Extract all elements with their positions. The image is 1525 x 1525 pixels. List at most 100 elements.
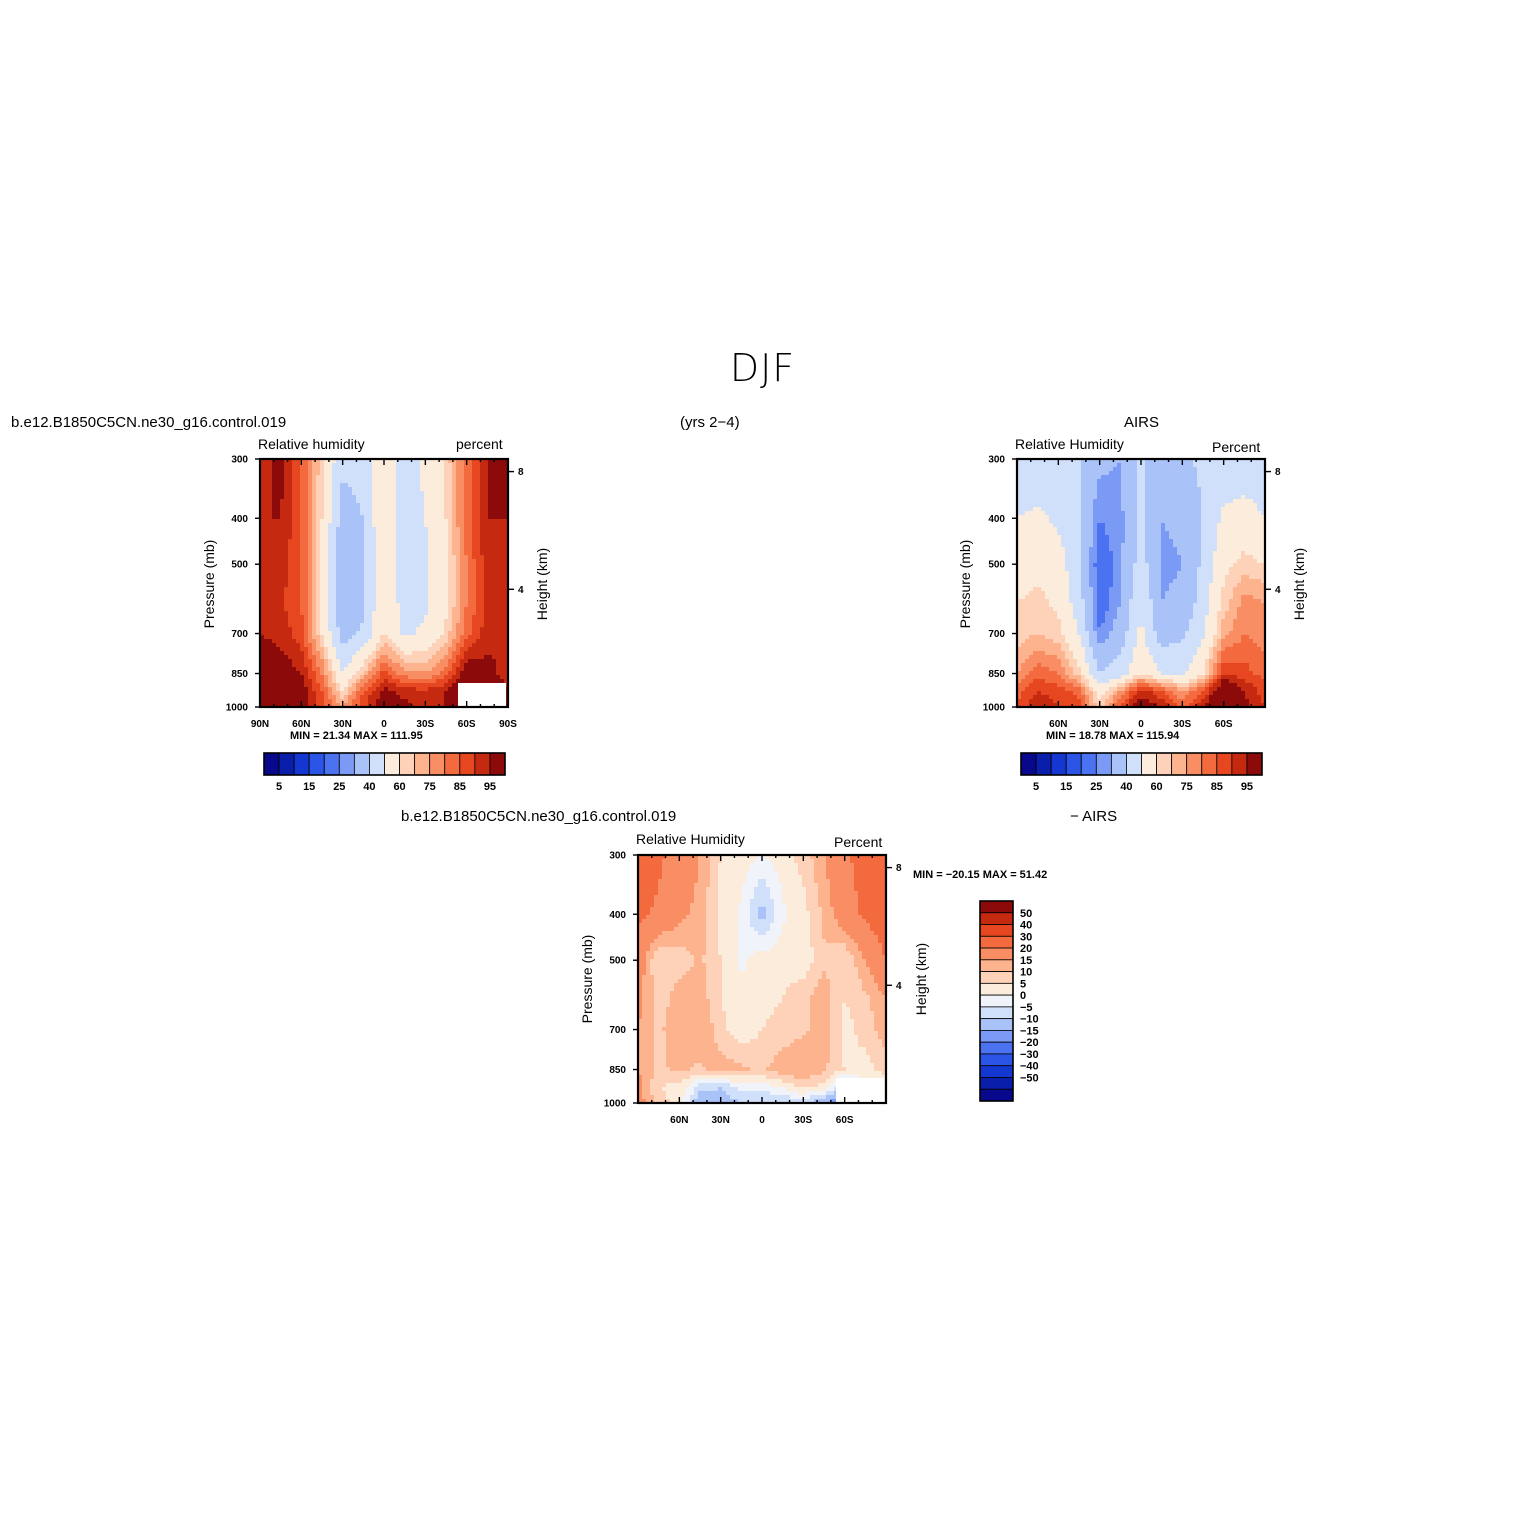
model-contour-cell [324, 623, 329, 628]
obs-contour-cell [1141, 483, 1146, 488]
model-contour-cell [408, 639, 413, 644]
model-contour-cell [264, 483, 269, 488]
model-contour-cell [300, 479, 305, 484]
model-contour-cell [364, 663, 369, 668]
model-contour-cell [352, 551, 357, 556]
model-contour-cell [448, 675, 453, 680]
model-contour-cell [388, 471, 393, 476]
obs-contour-cell [1037, 467, 1042, 472]
model-contour-cell [452, 515, 457, 520]
model-contour-cell [332, 475, 337, 480]
obs-contour-cell [1097, 483, 1102, 488]
obs-contour-cell [1029, 495, 1034, 500]
model-contour-cell [328, 651, 333, 656]
model-contour-cell [300, 563, 305, 568]
model-contour-cell [268, 467, 273, 472]
obs-contour-cell [1209, 515, 1214, 520]
obs-contour-cell [1049, 471, 1054, 476]
model-contour-cell [380, 627, 385, 632]
model-contour-cell [260, 595, 265, 600]
model-contour-cell [384, 631, 389, 636]
model-contour-cell [356, 627, 361, 632]
model-contour-cell [264, 587, 269, 592]
model-contour-cell [428, 691, 433, 696]
model-contour-cell [272, 651, 277, 656]
model-contour-cell [504, 475, 508, 480]
model-contour-cell [308, 671, 313, 676]
model-contour-cell [396, 675, 401, 680]
model-contour-cell [496, 655, 501, 660]
model-contour-cell [420, 523, 425, 528]
model-contour-cell [312, 663, 317, 668]
model-contour-cell [472, 535, 477, 540]
obs-contour-cell [1197, 463, 1202, 468]
model-contour-cell [312, 703, 317, 707]
model-contour-cell [364, 583, 369, 588]
obs-contour-cell [1153, 487, 1158, 492]
model-contour-cell [428, 591, 433, 596]
obs-contour-cell [1177, 459, 1182, 464]
model-contour-cell [408, 575, 413, 580]
model-contour-cell [376, 611, 381, 616]
model-contour-cell [284, 459, 289, 464]
model-contour-cell [368, 579, 373, 584]
model-contour-cell [364, 563, 369, 568]
model-contour-cell [376, 667, 381, 672]
model-contour-cell [436, 499, 441, 504]
model-contour-cell [364, 695, 369, 700]
model-contour-cell [264, 475, 269, 480]
model-contour-cell [440, 643, 445, 648]
model-contour-cell [340, 487, 345, 492]
model-contour-cell [432, 663, 437, 668]
model-contour-cell [356, 687, 361, 692]
model-contour-cell [364, 611, 369, 616]
model-contour-cell [300, 567, 305, 572]
model-contour-cell [344, 667, 349, 672]
obs-contour-cell [1117, 475, 1122, 480]
obs-contour-cell [1037, 519, 1042, 524]
model-contour-cell [332, 683, 337, 688]
model-contour-cell [280, 459, 285, 464]
model-contour-cell [388, 703, 393, 707]
model-contour-cell [388, 575, 393, 580]
model-contour-cell [344, 559, 349, 564]
model-contour-cell [340, 547, 345, 552]
obs-contour-cell [1165, 483, 1170, 488]
model-contour-cell [472, 479, 477, 484]
model-contour-cell [272, 511, 277, 516]
model-contour-cell [424, 527, 429, 532]
model-contour-cell [364, 627, 369, 632]
model-contour-cell [380, 547, 385, 552]
model-contour-cell [488, 603, 493, 608]
model-contour-cell [332, 527, 337, 532]
model-contour-cell [460, 651, 465, 656]
model-contour-cell [412, 647, 417, 652]
model-colorbar-label: 75 [424, 781, 436, 793]
model-contour-cell [364, 659, 369, 664]
obs-contour-cell [1253, 511, 1258, 516]
model-contour-cell [384, 667, 389, 672]
model-contour-cell [436, 663, 441, 668]
model-contour-cell [376, 643, 381, 648]
model-contour-cell [400, 463, 405, 468]
model-contour-cell [364, 579, 369, 584]
model-contour-cell [492, 551, 497, 556]
model-contour-cell [412, 607, 417, 612]
model-contour-cell [476, 479, 481, 484]
model-contour-cell [452, 491, 457, 496]
obs-contour-cell [1173, 519, 1178, 524]
model-contour-cell [484, 643, 489, 648]
obs-contour-cell [1017, 479, 1022, 484]
model-contour-cell [352, 519, 357, 524]
model-contour-cell [472, 519, 477, 524]
model-contour-cell [472, 543, 477, 548]
obs-contour-cell [1217, 463, 1222, 468]
model-contour-cell [452, 611, 457, 616]
obs-contour-cell [1145, 475, 1150, 480]
model-contour-cell [268, 507, 273, 512]
model-contour-cell [436, 475, 441, 480]
model-contour-cell [340, 475, 345, 480]
model-contour-cell [428, 507, 433, 512]
obs-contour-cell [1145, 459, 1150, 464]
model-contour-cell [396, 471, 401, 476]
